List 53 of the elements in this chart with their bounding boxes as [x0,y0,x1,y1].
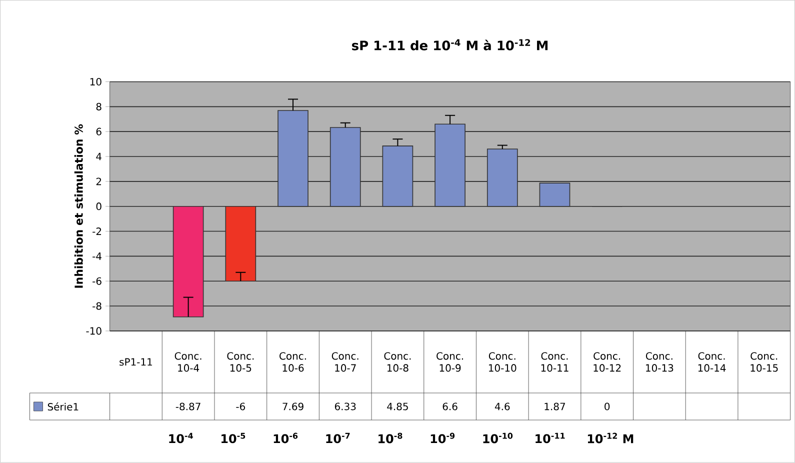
x-tick-label: Conc. 10-15 [750,352,778,372]
y-tick-label: 10 [90,78,102,86]
x-tick-label: Conc. 10-9 [436,352,463,372]
bar [486,148,518,207]
bar [172,206,204,318]
x-tick-label: Conc. 10-12 [594,352,621,372]
bar [539,182,570,207]
data-label: 7.69 [282,402,304,410]
x-tick-label: Conc. 10-6 [280,352,306,372]
data-label: -8.87 [176,402,200,410]
text: 10$^{-6}$ [274,432,298,444]
bar [382,146,414,207]
y-tick-label: 4 [96,152,102,160]
x-tick-label: Conc. 10-5 [227,352,254,372]
x-tick-label: Conc. 10-7 [332,352,358,372]
bar [434,124,466,207]
y-tick-label: -10 [86,327,102,335]
text: 10$^{-9}$ [430,432,455,444]
text: 10$^{-7}$ [326,432,350,444]
text: 10$^{-4}$ [169,432,193,444]
y-tick-label: 2 [96,178,102,186]
y-tick-label: 0 [96,202,102,210]
text: 10$^{-5}$ [222,432,246,444]
y-tick-label: -2 [92,228,102,236]
x-tick-label: Conc. 10-13 [646,352,674,372]
data-label: -6 [236,402,246,410]
bar [330,127,361,207]
data-label: 4.6 [494,402,510,410]
data-label: 4.85 [387,402,408,410]
y-tick-label: 8 [96,103,102,111]
data-label: 0 [604,402,610,410]
y-axis-title: Inhibition et stimulation % [74,124,83,288]
y-tick-label: -6 [92,277,102,285]
text: 10$^{-12}$ M [588,432,634,444]
legend-label: Série1 [48,402,78,411]
text: 10$^{-11}$ [536,432,565,444]
x-tick-label: Conc. 10-4 [174,352,202,372]
y-tick-label: -4 [92,252,102,260]
text: 10$^{-10}$ [483,432,513,444]
x-tick-label: Conc. 10-10 [488,352,516,372]
chart-title: sP 1-11 de 10$^{-4}$ M à 10$^{-12}$ M [352,39,548,50]
data-label: 6.33 [334,402,356,410]
bar [278,110,308,207]
x-tick-label: Conc. 10-8 [384,352,411,372]
x-tick-label: Conc. 10-14 [698,352,726,372]
bar [225,206,256,282]
y-tick-label: 6 [96,128,102,136]
x-tick-label: sP1-11 [120,358,152,366]
data-label: 6.6 [442,402,458,410]
x-tick-label: Conc. 10-11 [541,352,568,372]
data-label: 1.87 [544,402,565,410]
y-tick-label: -8 [92,302,102,310]
text: 10$^{-8}$ [378,432,402,444]
